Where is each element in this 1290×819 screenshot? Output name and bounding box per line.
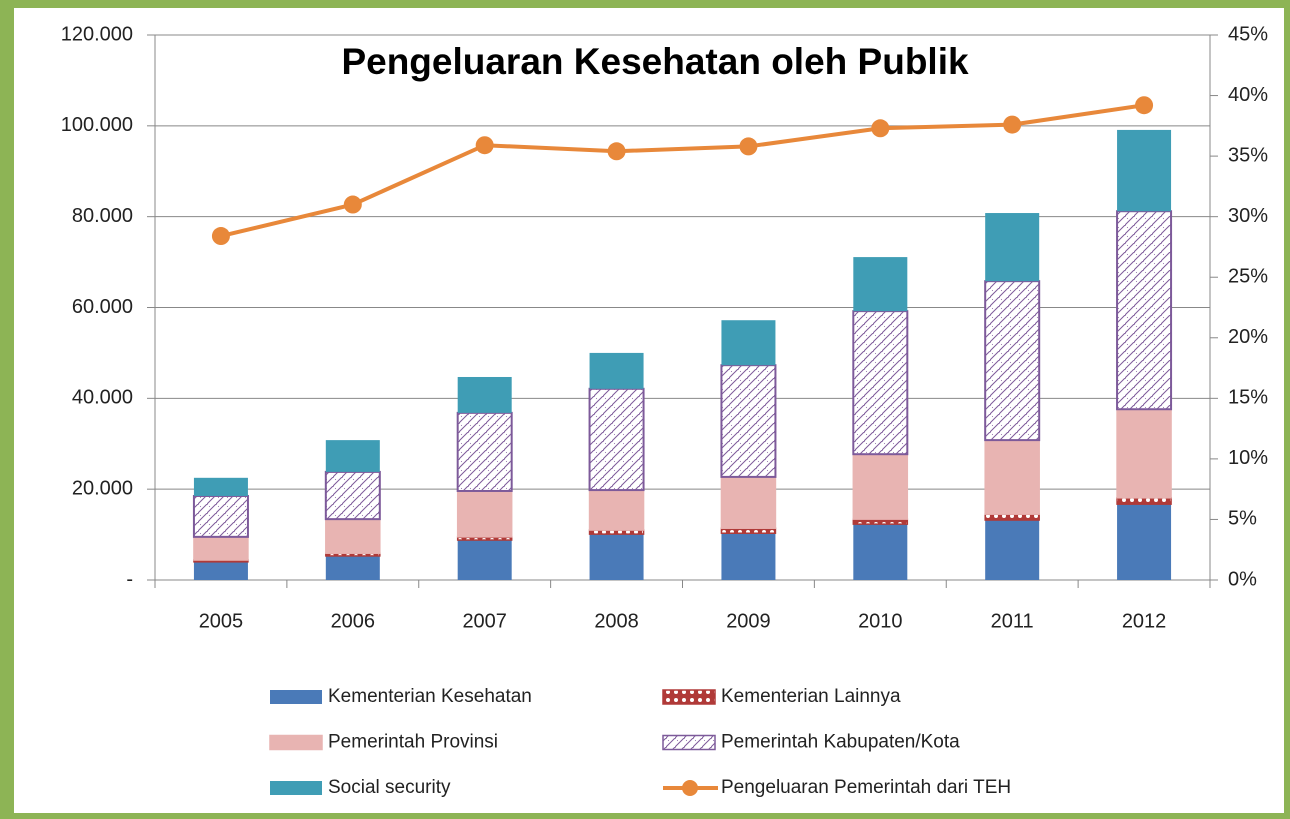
y2-tick-label: 30% bbox=[1228, 205, 1268, 227]
y-tick-label: 100.000 bbox=[61, 114, 133, 136]
bar bbox=[589, 534, 644, 580]
y2-tick-label: 0% bbox=[1228, 568, 1257, 590]
legend-marker bbox=[682, 780, 698, 796]
bar bbox=[985, 213, 1040, 282]
chart-title: Pengeluaran Kesehatan oleh Publik bbox=[341, 41, 969, 82]
bar bbox=[853, 524, 908, 580]
line-point bbox=[607, 142, 626, 161]
y2-tick-label: 10% bbox=[1228, 447, 1268, 469]
bar bbox=[588, 489, 645, 531]
bar bbox=[720, 476, 777, 529]
line-point bbox=[1003, 115, 1022, 134]
legend-label: Pemerintah Provinsi bbox=[328, 732, 498, 753]
bar bbox=[193, 561, 248, 580]
y2-tick-label: 5% bbox=[1228, 508, 1257, 530]
legend-swatch bbox=[270, 690, 322, 704]
line-point bbox=[343, 195, 362, 214]
line-point bbox=[475, 136, 494, 155]
bar bbox=[984, 513, 1040, 521]
bar bbox=[1117, 129, 1172, 212]
x-tick-label: 2010 bbox=[858, 610, 903, 632]
y2-tick-label: 20% bbox=[1228, 326, 1268, 348]
bar bbox=[589, 352, 644, 389]
x-tick-label: 2011 bbox=[991, 610, 1034, 632]
legend-label: Pengeluaran Pemerintah dari TEH bbox=[721, 777, 1011, 798]
bar bbox=[1116, 408, 1172, 499]
y2-tick-label: 45% bbox=[1228, 23, 1268, 45]
bar bbox=[984, 439, 1040, 515]
bar bbox=[985, 520, 1040, 580]
bar bbox=[325, 518, 381, 554]
x-tick-label: 2008 bbox=[594, 610, 639, 632]
bar bbox=[984, 280, 1041, 442]
legend-label: Kementerian Kesehatan bbox=[328, 686, 532, 707]
bar bbox=[192, 494, 249, 538]
legend-swatch bbox=[662, 689, 716, 705]
y-tick-label: 40.000 bbox=[72, 387, 133, 409]
bar bbox=[1116, 497, 1172, 505]
x-tick-label: 2012 bbox=[1122, 610, 1167, 632]
bar bbox=[193, 536, 249, 561]
legend-label: Social security bbox=[328, 777, 451, 798]
x-tick-label: 2009 bbox=[726, 610, 771, 632]
bar bbox=[852, 310, 909, 456]
bar bbox=[193, 477, 248, 496]
x-tick-label: 2006 bbox=[331, 610, 376, 632]
y2-tick-label: 15% bbox=[1228, 387, 1268, 409]
line bbox=[220, 103, 1145, 238]
legend-swatch bbox=[269, 734, 323, 751]
bar bbox=[852, 453, 909, 520]
legend-label: Pemerintah Kabupaten/Kota bbox=[721, 732, 960, 753]
x-tick-label: 2007 bbox=[462, 610, 507, 632]
legend-swatch bbox=[662, 734, 716, 751]
y2-tick-label: 40% bbox=[1228, 84, 1268, 106]
line-point bbox=[211, 227, 230, 246]
bar bbox=[720, 364, 777, 478]
y-tick-label: 20.000 bbox=[72, 477, 133, 499]
line-point bbox=[871, 119, 890, 138]
bar bbox=[325, 555, 380, 580]
y-tick-label: 80.000 bbox=[72, 205, 133, 227]
bar bbox=[325, 440, 380, 472]
bar bbox=[457, 540, 512, 580]
y-tick-label: 60.000 bbox=[72, 296, 133, 318]
bar bbox=[456, 411, 513, 492]
y2-tick-label: 25% bbox=[1228, 266, 1268, 288]
line-point bbox=[739, 137, 758, 156]
legend-swatch bbox=[270, 781, 322, 795]
chart-area bbox=[14, 8, 1284, 813]
y-tick-label: - bbox=[126, 568, 133, 590]
bar bbox=[324, 470, 381, 521]
y-tick-label: 120.000 bbox=[61, 23, 133, 45]
bar bbox=[721, 320, 776, 366]
bar bbox=[457, 376, 512, 413]
y2-tick-label: 35% bbox=[1228, 144, 1268, 166]
x-tick-label: 2005 bbox=[199, 610, 244, 632]
legend-label: Kementerian Lainnya bbox=[721, 686, 901, 707]
bar bbox=[456, 490, 513, 538]
bar bbox=[1116, 210, 1173, 411]
bar bbox=[1117, 504, 1172, 580]
bar bbox=[721, 533, 776, 580]
bar bbox=[853, 257, 908, 312]
line-point bbox=[1135, 96, 1154, 115]
bar bbox=[588, 387, 645, 492]
